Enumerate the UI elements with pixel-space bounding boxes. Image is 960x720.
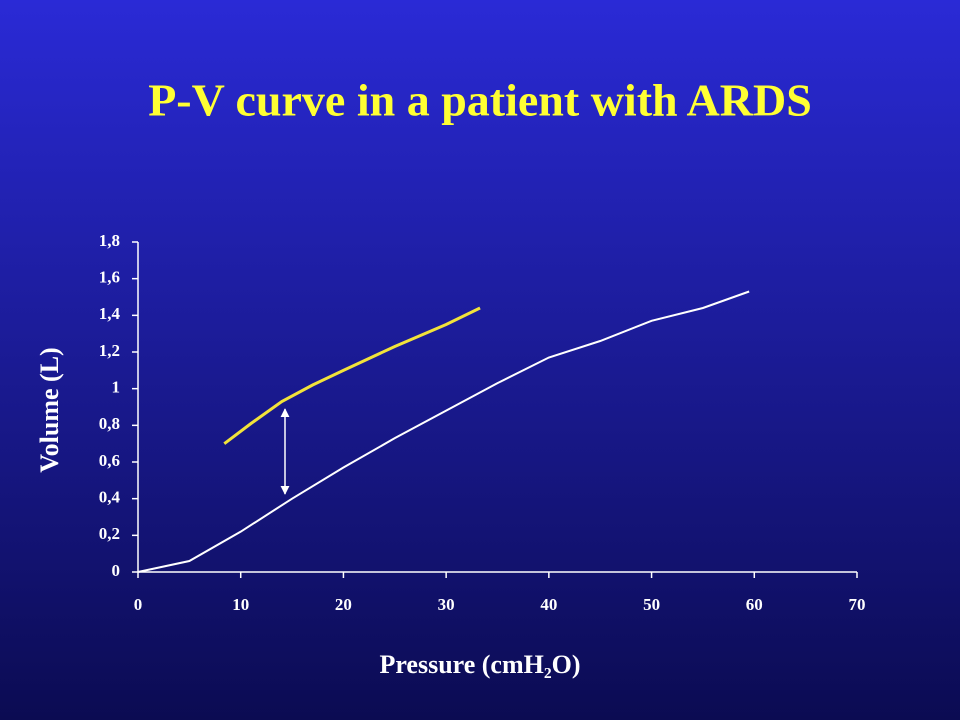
y-tick-label: 1,2 bbox=[99, 341, 120, 360]
y-tick-label: 0,8 bbox=[99, 414, 120, 433]
x-tick-label: 60 bbox=[746, 595, 763, 614]
x-tick-label: 70 bbox=[849, 595, 866, 614]
y-tick-label: 1 bbox=[112, 378, 121, 397]
y-tick-label: 0,6 bbox=[99, 451, 120, 470]
x-tick-label: 20 bbox=[335, 595, 352, 614]
y-tick-label: 0,2 bbox=[99, 524, 120, 543]
curve bbox=[137, 290, 750, 573]
x-tick-label: 0 bbox=[134, 595, 143, 614]
y-tick-label: 0,4 bbox=[99, 488, 121, 507]
y-axis-label: Volume (L) bbox=[35, 347, 64, 472]
chart-title: P-V curve in a patient with ARDS bbox=[148, 75, 812, 126]
y-tick-label: 1,8 bbox=[99, 231, 120, 250]
y-tick-label: 1,4 bbox=[99, 304, 121, 323]
x-tick-label: 10 bbox=[232, 595, 249, 614]
x-axis-label: Pressure (cmH₂O) bbox=[379, 650, 580, 679]
y-tick-label: 1,6 bbox=[99, 268, 120, 287]
x-tick-label: 30 bbox=[438, 595, 455, 614]
x-tick-label: 40 bbox=[540, 595, 557, 614]
x-tick-label: 50 bbox=[643, 595, 660, 614]
y-tick-label: 0 bbox=[112, 561, 121, 580]
curve bbox=[223, 306, 481, 445]
